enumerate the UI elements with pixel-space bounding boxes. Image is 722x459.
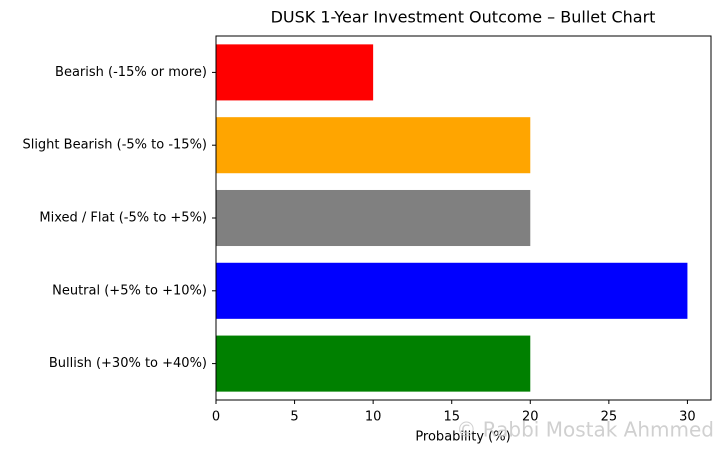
y-tick-label: Neutral (+5% to +10%) <box>52 283 207 298</box>
x-axis-label: Probability (%) <box>415 430 510 445</box>
y-tick-label: Slight Bearish (-5% to -15%) <box>22 138 207 153</box>
x-tick-label: 15 <box>443 410 460 425</box>
x-tick-label: 20 <box>522 410 539 425</box>
bar <box>216 335 531 392</box>
x-tick-label: 30 <box>679 410 696 425</box>
chart-title: DUSK 1-Year Investment Outcome – Bullet … <box>271 8 656 27</box>
bar <box>216 44 374 101</box>
x-tick-label: 25 <box>601 410 618 425</box>
bar <box>216 117 531 174</box>
x-tick-label: 0 <box>212 410 220 425</box>
x-tick-label: 10 <box>365 410 382 425</box>
y-tick-label: Bullish (+30% to +40%) <box>49 356 207 371</box>
bar <box>216 262 688 319</box>
watermark: © Rabbi Mostak Ahmmed <box>456 418 714 442</box>
y-tick-label: Mixed / Flat (-5% to +5%) <box>39 211 207 226</box>
x-tick-label: 5 <box>290 410 298 425</box>
bar <box>216 189 531 247</box>
y-tick-label: Bearish (-15% or more) <box>55 65 207 80</box>
